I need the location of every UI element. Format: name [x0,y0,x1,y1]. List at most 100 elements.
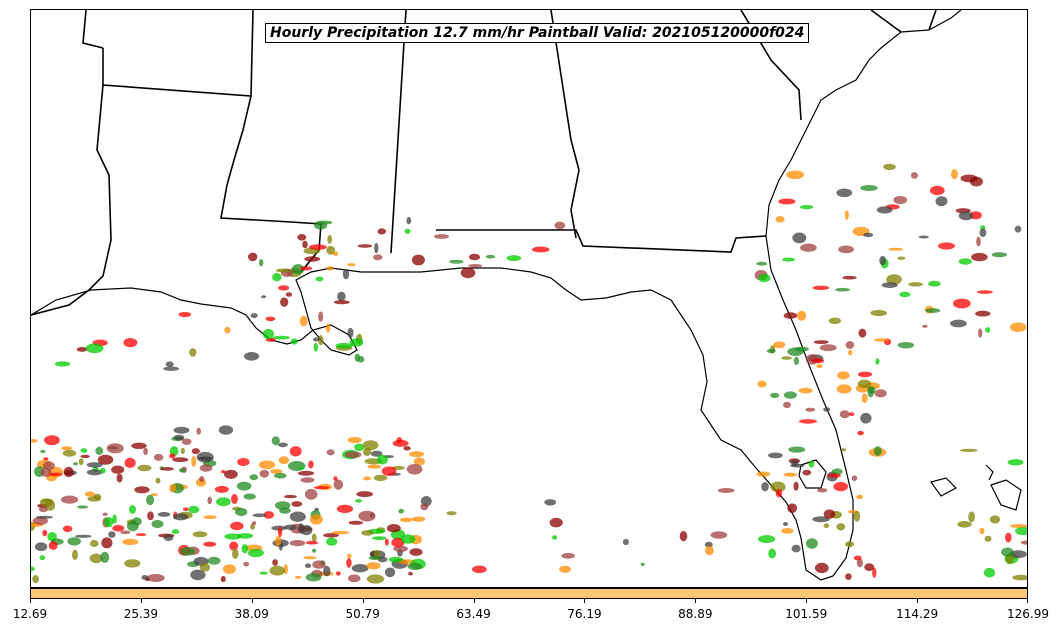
precip-blob [411,254,425,266]
precip-blob [874,338,890,342]
precip-blob [287,461,306,471]
precip-blob [333,479,344,490]
precip-blob [188,505,200,514]
precip-blob [544,499,557,506]
precip-blob [265,316,276,322]
precip-blob [814,562,829,574]
precip-blob [853,555,862,561]
precip-blob [326,245,336,255]
precip-blob [717,488,735,493]
colorbar-tick [140,599,142,603]
precip-blob [314,221,328,230]
precip-blob [827,473,842,478]
precip-blob [309,514,323,525]
precip-blob [860,185,878,191]
map-title: Hourly Precipitation 12.7 mm/hr Paintbal… [265,23,810,43]
precip-blob [409,548,423,556]
precip-blob [241,544,249,554]
precip-blob [169,453,176,459]
precip-blob [918,235,929,239]
precip-blob [813,340,829,344]
precip-blob [207,556,221,565]
precip-blob [207,496,212,505]
precip-blob [147,511,154,521]
precip-blob [192,531,208,538]
precip-blob [710,531,728,539]
boundary-mississippi-river [220,95,322,273]
precip-blob [1009,524,1027,528]
precip-blob [346,558,352,568]
precip-blob [302,240,308,249]
precip-blob [157,512,171,517]
precip-blob [373,550,381,558]
precip-blob [258,460,276,470]
precip-blob [40,467,52,477]
coastline [31,10,1022,581]
precip-blob [875,358,880,365]
precip-blob [49,472,63,476]
precip-blob [237,533,253,539]
precip-blob [199,476,205,482]
precip-blob [101,537,113,549]
precip-blob [908,282,923,287]
boundary-nc [928,10,937,31]
precip-blob [355,499,362,503]
colorbar-tick [1027,599,1028,603]
precip-blob [800,243,817,252]
precip-blob [991,252,1008,258]
precip-blob [108,531,116,538]
precip-blob [1015,526,1027,536]
precip-blob [805,538,818,549]
precip-blob [32,575,39,584]
precip-blob [180,447,185,454]
precip-blob [199,562,211,572]
precip-blob [957,521,972,528]
precip-blob [300,266,313,271]
precip-blob [446,511,457,516]
precip-blob [327,234,333,244]
precip-blob [284,494,297,499]
colorbar-tick-label: 12.69 [12,607,48,621]
precip-blob [90,539,99,548]
precip-blob [363,476,372,481]
colorbar [30,588,1028,599]
precip-blob [766,348,776,354]
precip-blob [819,344,837,352]
precip-blob [326,449,335,456]
precip-blob [224,533,242,540]
precip-blob [236,481,252,491]
precip-blob [129,505,136,514]
precip-blob [300,477,315,483]
precip-blob [362,440,379,451]
precip-blob [354,353,361,362]
precip-blob [333,300,350,305]
precip-blob [407,562,423,571]
precip-blob [925,308,941,313]
coastline-gulf [31,267,834,581]
precip-blob [250,313,258,319]
precip-blob [141,575,149,580]
precip-blob [388,556,403,563]
precip-blob [348,520,364,525]
precip-blob [111,465,125,474]
precip-blob [67,537,81,546]
precip-blob [333,476,338,482]
precip-blob [968,511,975,523]
colorbar-tick [30,599,31,603]
precip-blob [304,256,321,262]
precip-blob [361,530,374,536]
precip-blob [124,559,141,568]
precip-blob [243,561,250,567]
precip-blob [291,501,303,507]
precip-blob [788,446,806,453]
precip-blob [408,571,413,576]
precip-blob [163,534,174,541]
precip-blob [851,475,858,482]
precip-blob [883,163,896,171]
precip-blob [313,342,318,352]
precip-blob [100,551,110,563]
precip-blob [836,188,853,198]
precip-blob [308,460,314,469]
precip-blob [790,463,805,468]
boundary-arkansas-north [102,10,254,97]
